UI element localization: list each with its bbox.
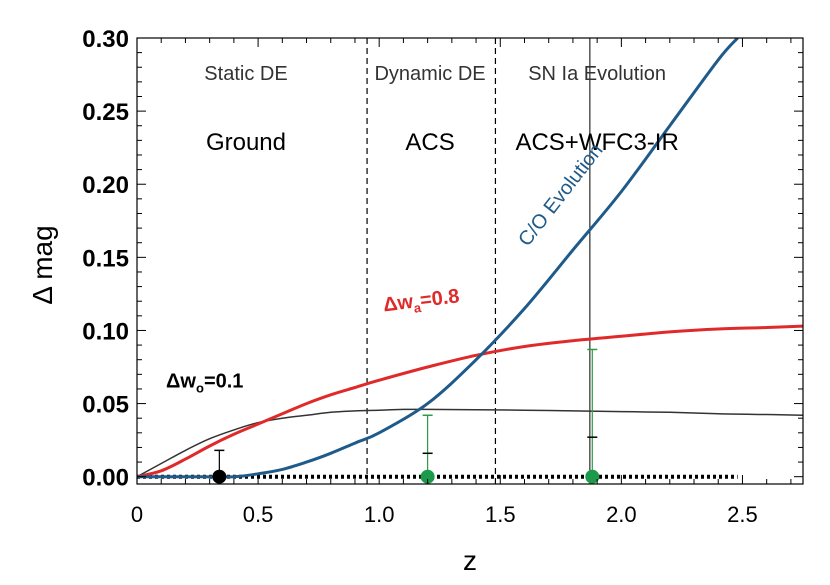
dw0-label: Δwo=0.1 [166,370,243,395]
x-tick-label: 2.5 [727,502,758,527]
x-tick-label: 2.0 [606,502,637,527]
x-tick-label: 0 [131,502,143,527]
y-tick-label: 0.10 [82,318,129,345]
y-tick-label: 0.05 [82,392,129,419]
co-evolution-curve [137,38,739,479]
y-axis-title: Δ mag [27,225,58,304]
region-title: Static DE [204,63,287,85]
x-axis-title: z [463,545,477,576]
y-tick-label: 0.15 [82,245,129,272]
data-point [585,469,600,484]
region-instrument: ACS [405,129,454,156]
y-tick-label: 0.30 [82,26,129,53]
data-point [212,469,227,484]
x-tick-label: 0.5 [243,502,274,527]
y-tick-label: 0.25 [82,99,129,126]
region-instrument: Ground [206,129,286,156]
region-title: Dynamic DE [374,63,485,85]
y-tick-label: 0.00 [82,465,129,492]
region-title: SN Ia Evolution [528,63,666,85]
region-instrument: ACS+WFC3-IR [515,129,678,156]
y-tick-label: 0.20 [82,172,129,199]
x-tick-label: 1.0 [364,502,395,527]
dw0-curve [137,408,803,478]
data-point [420,469,435,484]
dwa-label: Δwa=0.8 [382,285,461,319]
dwa-curve [137,324,803,479]
x-tick-label: 1.5 [485,502,516,527]
co-evolution-label: C/O Evolution [514,140,607,251]
plot-frame [136,37,804,485]
